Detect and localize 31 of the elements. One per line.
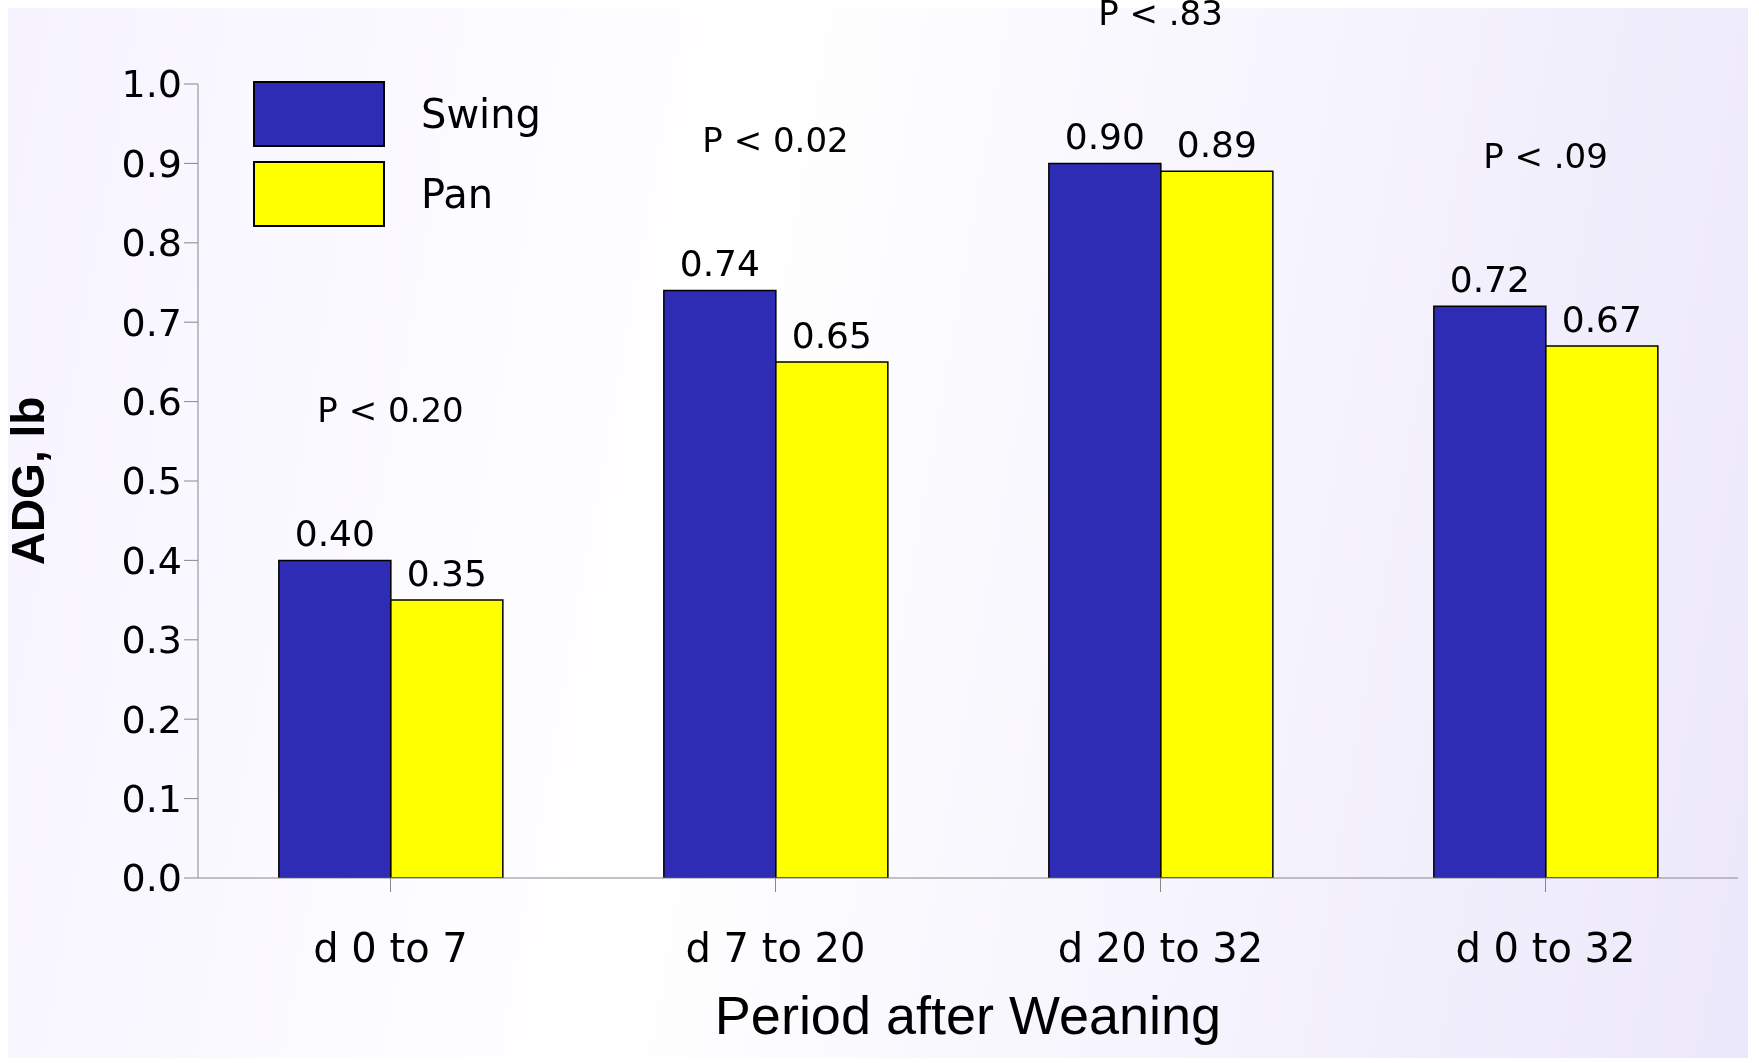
y-tick-label: 0.2: [121, 697, 182, 742]
annotation: P < 0.02: [701, 120, 850, 161]
x-tick-label: d 7 to 20: [685, 925, 866, 972]
y-tick-label: 1.0: [121, 62, 182, 107]
data-label: 0.74: [679, 243, 760, 285]
data-label: 0.67: [1561, 299, 1642, 341]
legend-label: Pan: [421, 171, 494, 217]
legend-label: Swing: [421, 91, 541, 137]
y-tick-label: 0.0: [121, 856, 182, 901]
y-tick-label: 0.4: [121, 538, 182, 583]
data-label: 0.40: [294, 513, 375, 555]
x-tick-label: d 20 to 32: [1057, 925, 1264, 972]
y-tick-label: 0.8: [121, 221, 182, 266]
y-tick-label: 0.6: [121, 380, 182, 425]
annotation: P < 0.20: [316, 390, 465, 431]
y-tick-label: 0.9: [121, 141, 182, 186]
text: P < .83: [1097, 0, 1224, 34]
data-label: 0.72: [1449, 259, 1530, 301]
y-tick-label: 0.3: [121, 618, 182, 663]
y-tick-label: 0.7: [121, 300, 182, 345]
y-axis-title: ADG, lb: [2, 396, 55, 566]
annotation: P < .09: [1482, 136, 1609, 177]
data-label: 0.65: [791, 314, 872, 356]
data-label: 0.35: [406, 553, 487, 595]
x-tick-label: d 0 to 32: [1455, 925, 1636, 972]
y-tick-label: 0.5: [121, 459, 182, 504]
data-label: 0.90: [1064, 116, 1145, 158]
x-axis-title: Period after Weaning: [714, 985, 1222, 1045]
y-tick-label: 0.1: [121, 777, 182, 822]
data-label: 0.89: [1176, 124, 1257, 166]
x-tick-label: d 0 to 7: [313, 925, 468, 972]
